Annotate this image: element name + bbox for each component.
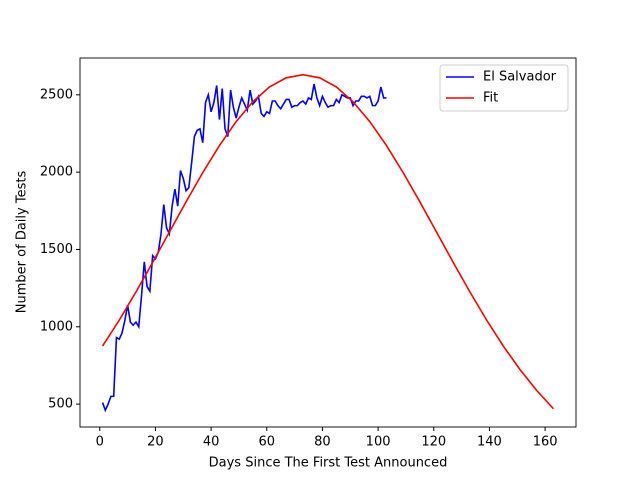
x-tick-label: 120 <box>421 435 446 450</box>
legend-label: Fit <box>483 91 498 106</box>
x-tick-label: 0 <box>96 435 104 450</box>
x-tick-label: 160 <box>533 435 558 450</box>
y-tick-label: 2000 <box>40 165 73 180</box>
y-tick-label: 500 <box>48 397 73 412</box>
series-line <box>101 83 387 413</box>
legend-label: El Salvador <box>483 70 557 85</box>
y-axis-label: Number of Daily Tests <box>15 171 30 314</box>
series-line <box>101 73 555 410</box>
x-tick-label: 40 <box>203 435 220 450</box>
y-tick-label: 1500 <box>40 242 73 257</box>
x-tick-label: 140 <box>477 435 502 450</box>
plot-frame <box>79 57 577 428</box>
y-tick-label: 2500 <box>40 87 73 102</box>
x-axis-label: Days Since The First Test Announced <box>209 456 448 471</box>
x-tick-label: 100 <box>366 435 391 450</box>
x-tick-label: 20 <box>147 435 164 450</box>
x-tick-label: 80 <box>314 435 331 450</box>
x-tick-label: 60 <box>258 435 275 450</box>
y-tick-label: 1000 <box>40 319 73 334</box>
